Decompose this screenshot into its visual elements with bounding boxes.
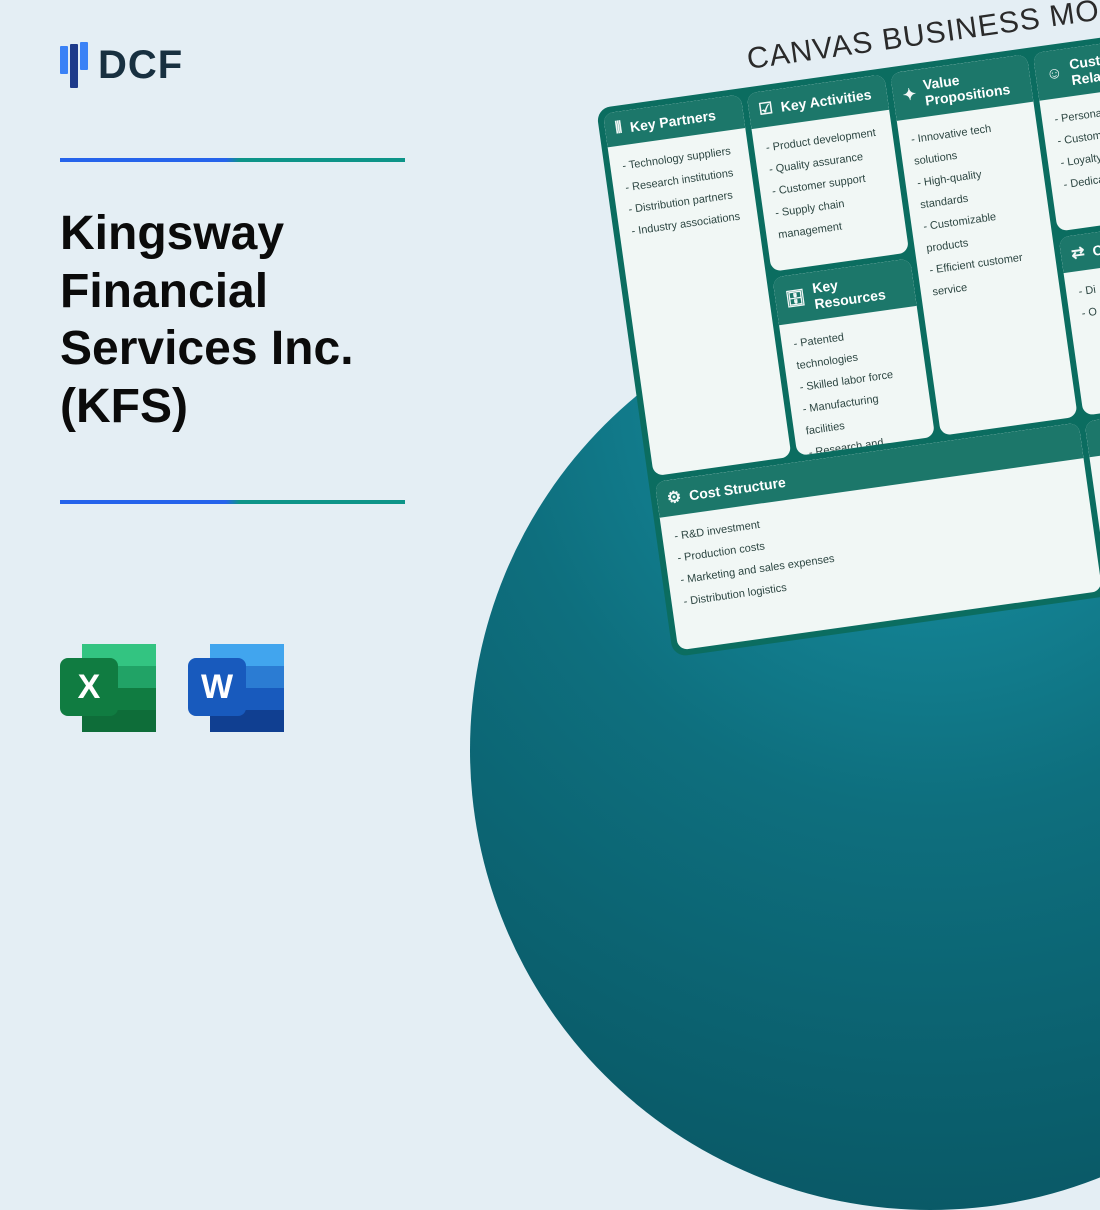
canvas-cell-icon: ☺ <box>1045 64 1064 84</box>
canvas-cell-body: Patented technologiesSkilled labor force… <box>779 306 935 456</box>
canvas-cell-key-resources: 🗄Key ResourcesPatented technologiesSkill… <box>772 258 934 456</box>
canvas-cell-icon: 💲 <box>1096 425 1100 448</box>
canvas-cell-body: Technology suppliersResearch institution… <box>608 128 760 254</box>
excel-icon: X <box>60 640 156 736</box>
canvas-cell-body: PersonalizedCustomerLoyalty pDedicat <box>1040 81 1100 207</box>
canvas-cell-header: ☺Customer Relationships <box>1033 34 1100 101</box>
canvas-cell-title: Customer Relationships <box>1068 43 1100 88</box>
file-type-icons: X W <box>60 640 284 736</box>
canvas-cell-title: Value Propositions <box>922 63 1023 108</box>
canvas-grid: ⦀ Key PartnersTechnology suppliersResearc… <box>596 7 1100 657</box>
canvas-cell-title: Key Resources <box>811 268 905 312</box>
dcf-logo-text: DCF <box>98 43 183 88</box>
canvas-cell-title: Cost Structure <box>688 474 787 503</box>
divider-top <box>60 158 405 162</box>
canvas-cell-item: Di <box>1077 265 1100 303</box>
canvas-cell-body: Innovative tech solutionsHigh-quality st… <box>896 102 1061 315</box>
canvas-cell-title: Key Activities <box>780 86 873 115</box>
dcf-logo-mark <box>60 42 88 88</box>
canvas-cell-icon: ✦ <box>902 84 918 106</box>
canvas-cell-icon: ☑ <box>757 98 774 120</box>
excel-icon-letter: X <box>60 658 118 716</box>
page-title: Kingsway Financial Services Inc. (KFS) <box>60 205 420 435</box>
canvas-cell-icon: ⦀ <box>614 119 623 138</box>
divider-bottom <box>60 500 405 504</box>
canvas-model: CANVAS BUSINESS MODEL ⦀Key PartnersTechn… <box>590 0 1100 657</box>
word-icon: W <box>188 640 284 736</box>
canvas-cell-key-activities: ☑ Key ActivitiesProduct developmentQualit… <box>746 74 908 272</box>
word-icon-letter: W <box>188 658 246 716</box>
dcf-logo: DCF <box>60 42 183 88</box>
canvas-cell-title: Key Partners <box>629 107 717 135</box>
canvas-cell-icon: ⚙ <box>666 487 683 509</box>
canvas-cell-body: Product developmentQuality assuranceCust… <box>751 110 907 258</box>
canvas-cell-title: Channels <box>1091 234 1100 259</box>
canvas-cell-icon: ⇄ <box>1070 242 1086 264</box>
canvas-cell-icon: 🗄 <box>784 287 807 310</box>
